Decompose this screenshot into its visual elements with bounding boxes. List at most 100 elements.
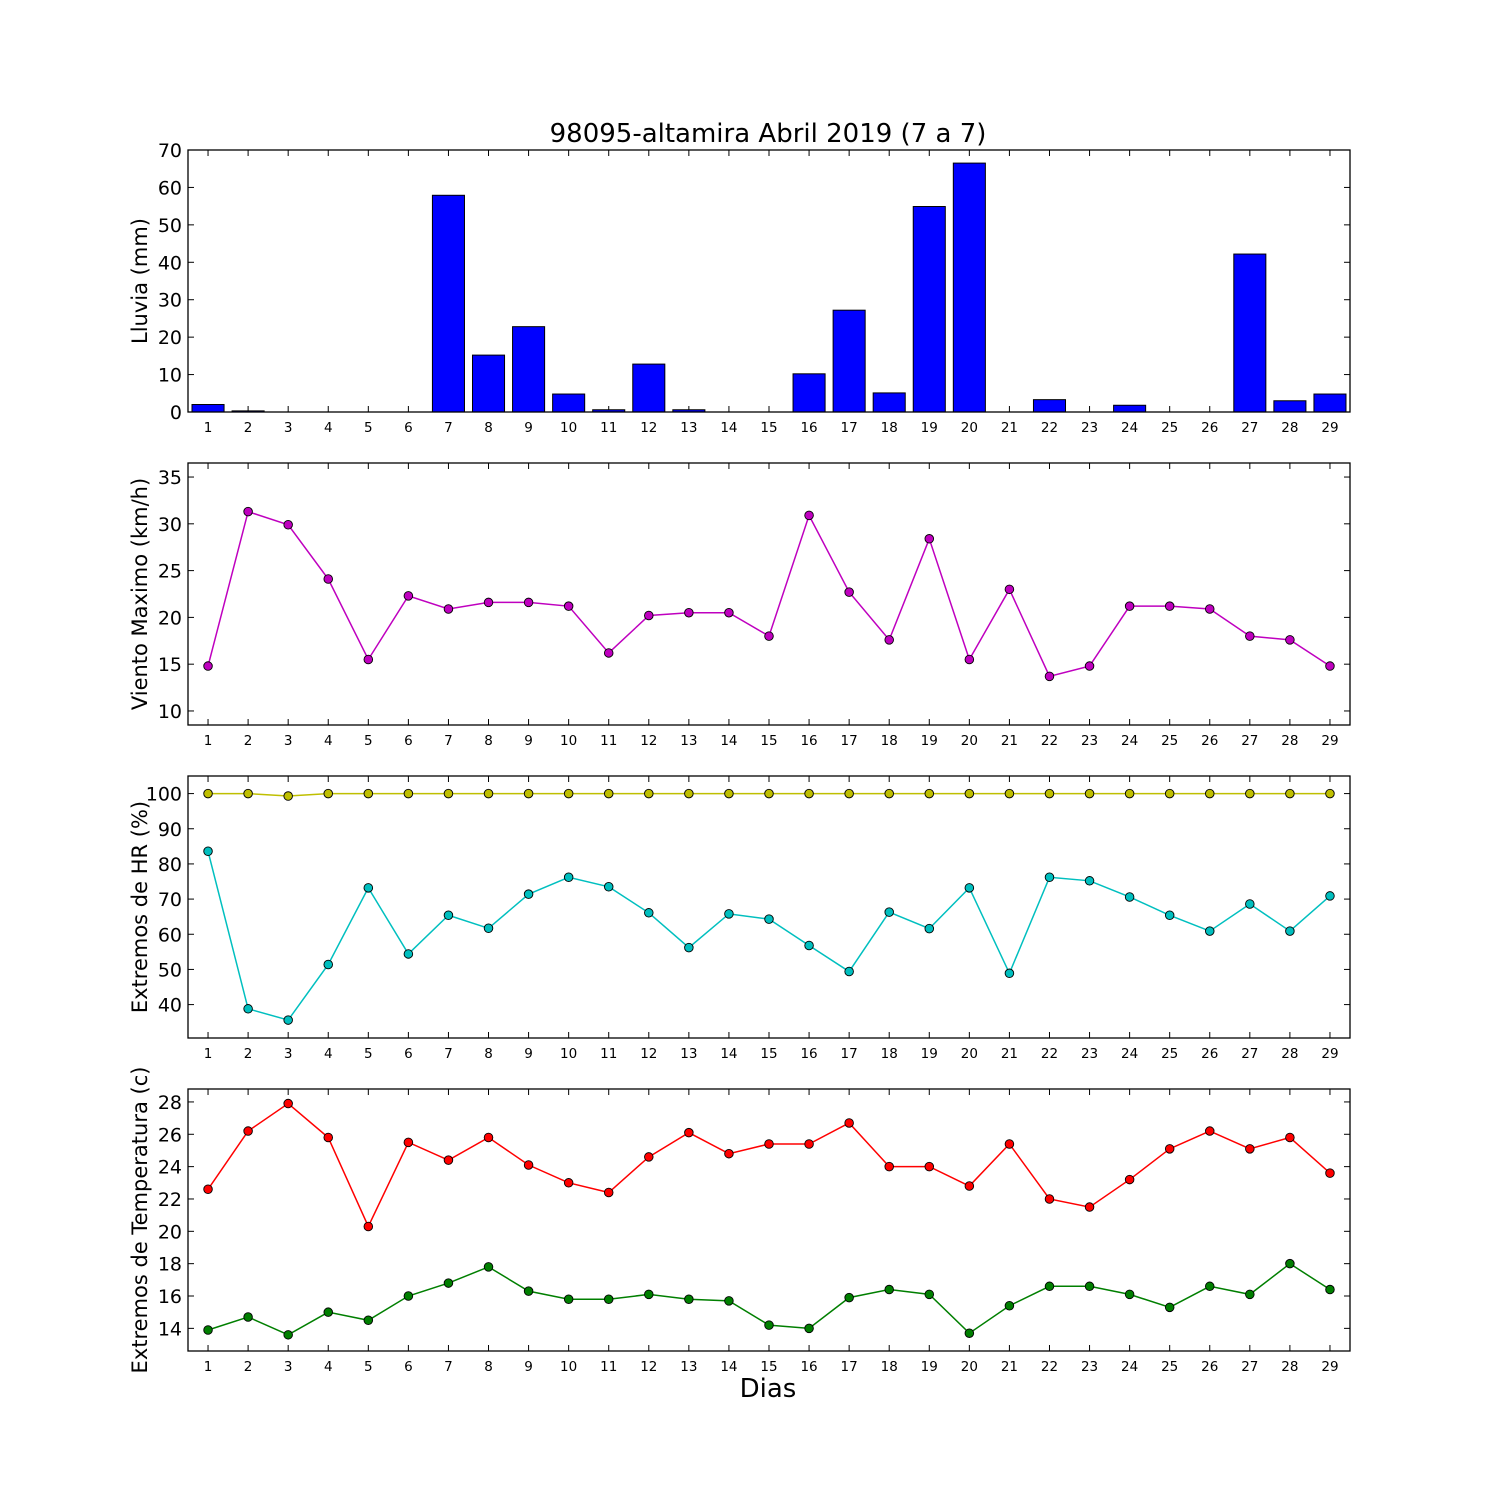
x-tick-label: 1	[204, 1359, 213, 1375]
bar-day-22	[1032, 399, 1067, 413]
series-2-point-day-9	[523, 889, 534, 899]
series-2-point-day-1	[203, 846, 213, 857]
x-tick-label: 12	[640, 420, 657, 436]
series-1-point-day-3	[283, 520, 293, 530]
x-tick-label: 29	[1321, 1046, 1338, 1062]
y-tick-label: 18	[158, 1254, 182, 1276]
series-2-point-day-23	[1084, 1281, 1095, 1292]
series-2-point-day-8	[483, 923, 494, 934]
x-tick-label: 7	[444, 1359, 453, 1375]
x-tick-label: 27	[1241, 420, 1258, 436]
x-tick-label: 6	[404, 1046, 413, 1062]
x-tick-label: 5	[364, 1359, 373, 1375]
x-tick-label: 29	[1321, 420, 1338, 436]
y-tick-label: 100	[146, 784, 182, 806]
x-tick-label: 21	[1001, 1046, 1018, 1062]
y-tick-label: 50	[158, 959, 182, 981]
series-1-point-day-16	[804, 1139, 814, 1149]
series-2-point-day-9	[523, 1286, 534, 1296]
series-1-point-day-23	[1084, 1202, 1095, 1212]
series-1-point-day-6	[403, 1137, 414, 1148]
x-tick-label: 7	[444, 733, 453, 749]
series-1-point-day-14	[724, 607, 734, 618]
series-2-point-day-26	[1205, 926, 1215, 936]
series-2-point-day-18	[884, 907, 894, 917]
series-2-point-day-7	[443, 910, 454, 921]
x-tick-label: 23	[1081, 733, 1098, 749]
y-tick-label: 50	[158, 215, 182, 237]
series-1-point-day-24	[1124, 788, 1135, 799]
series-1-point-day-26	[1205, 788, 1215, 799]
y-tick-label: 15	[158, 654, 182, 676]
x-tick-label: 17	[841, 1359, 858, 1375]
series-1-point-day-4	[323, 788, 333, 799]
series-1-point-day-19	[924, 534, 935, 544]
series-2-point-day-1	[203, 1325, 213, 1335]
x-tick-label: 16	[800, 1359, 817, 1375]
series-1-point-day-16	[804, 788, 814, 799]
y-tick-label: 14	[158, 1318, 182, 1340]
series-2-point-day-28	[1285, 1258, 1295, 1269]
y-tick-label: 0	[170, 402, 182, 424]
x-tick-label: 22	[1041, 420, 1058, 436]
series-1-point-day-1	[203, 788, 213, 799]
bar-day-17	[832, 309, 866, 413]
x-tick-label: 3	[284, 1046, 293, 1062]
series-line-1	[207, 1102, 1331, 1229]
x-tick-label: 11	[600, 1359, 617, 1375]
y-tick-label: 16	[158, 1286, 182, 1308]
x-tick-label: 25	[1161, 1046, 1178, 1062]
x-tick-label: 3	[284, 733, 293, 749]
y-axis-label: Viento Maximo (km/h)	[128, 478, 152, 710]
series-2-point-day-26	[1205, 1281, 1215, 1292]
x-tick-label: 29	[1321, 1359, 1338, 1375]
x-tick-label: 29	[1321, 733, 1338, 749]
y-tick-label: 20	[158, 607, 182, 629]
series-1-point-day-28	[1285, 1132, 1295, 1143]
x-tick-label: 10	[560, 1046, 577, 1062]
series-2-point-day-16	[804, 940, 814, 951]
series-1-point-day-2	[243, 506, 253, 517]
series-line-2	[207, 851, 1331, 1021]
series-1-point-day-18	[884, 635, 894, 645]
x-tick-label: 26	[1201, 733, 1218, 749]
series-2-point-day-3	[283, 1330, 293, 1340]
series-2-point-day-14	[724, 1296, 734, 1306]
bar-day-16	[792, 373, 826, 413]
series-1-point-day-1	[203, 661, 213, 671]
x-tick-label: 18	[881, 1046, 898, 1062]
series-2-point-day-28	[1285, 926, 1295, 936]
series-2-point-day-21	[1004, 968, 1015, 979]
y-tick-label: 60	[158, 177, 182, 199]
x-tick-label: 19	[921, 1046, 938, 1062]
series-2-point-day-18	[884, 1284, 894, 1295]
x-tick-label: 2	[244, 420, 253, 436]
x-tick-label: 17	[841, 733, 858, 749]
plot-frame	[187, 462, 1351, 726]
x-tick-label: 12	[640, 1359, 657, 1375]
bar-day-27	[1233, 253, 1267, 413]
series-1-point-day-29	[1325, 661, 1335, 671]
series-1-point-day-11	[603, 648, 614, 658]
series-1-point-day-1	[203, 1184, 213, 1195]
x-tick-label: 1	[204, 1046, 213, 1062]
y-tick-label: 20	[158, 327, 182, 349]
series-1-point-day-26	[1205, 1126, 1215, 1136]
x-tick-label: 10	[560, 733, 577, 749]
plot-frame	[187, 149, 1351, 413]
series-2-point-day-27	[1245, 1289, 1255, 1300]
y-tick-label: 40	[158, 995, 182, 1017]
x-tick-label: 6	[404, 420, 413, 436]
x-tick-label: 11	[600, 420, 617, 436]
series-1-point-day-11	[603, 788, 614, 799]
x-tick-label: 13	[680, 733, 697, 749]
x-tick-label: 22	[1041, 1046, 1058, 1062]
x-tick-label: 9	[524, 733, 533, 749]
x-tick-label: 8	[484, 733, 493, 749]
x-tick-label: 16	[800, 1046, 817, 1062]
x-tick-label: 1	[204, 420, 213, 436]
series-1-point-day-18	[884, 1161, 894, 1172]
x-tick-label: 3	[284, 420, 293, 436]
